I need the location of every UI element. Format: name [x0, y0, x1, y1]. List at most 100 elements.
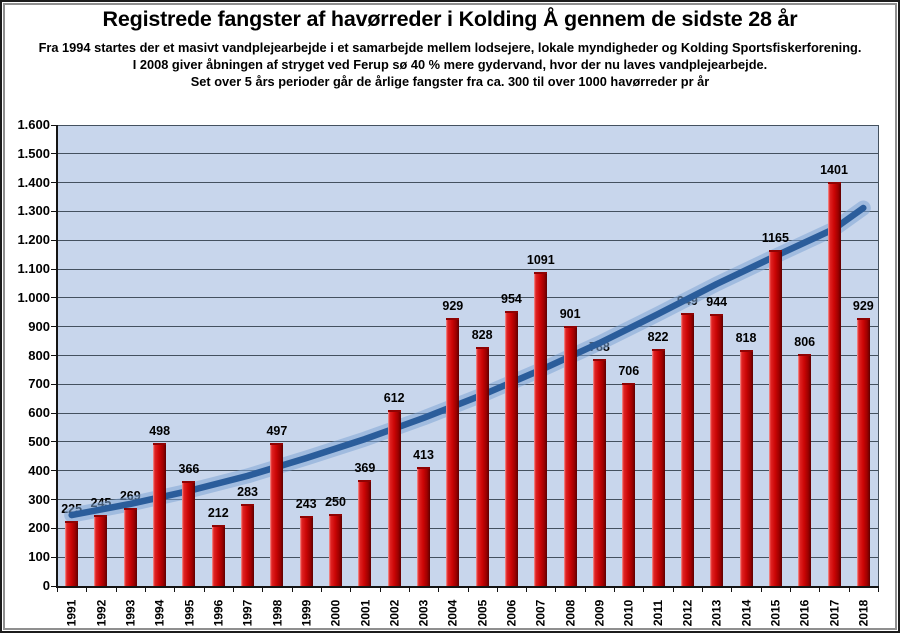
bar-value-label-2008: 901: [559, 307, 581, 322]
x-axis-label-text: 2006: [504, 599, 519, 627]
bar-value-label-2010: 706: [618, 363, 640, 378]
bar-value-label-2002: 612: [383, 390, 405, 405]
y-axis-label: 700: [28, 376, 50, 392]
x-axis-tick: [672, 587, 674, 592]
y-axis-tick: [51, 556, 57, 558]
bar-2004: [446, 318, 460, 586]
y-axis-tick: [51, 527, 57, 529]
bar-2017: [827, 182, 841, 586]
y-axis-label: 300: [28, 491, 50, 507]
y-axis-tick: [51, 326, 57, 328]
chart-title: Registrede fangster af havørreder i Kold…: [102, 7, 798, 31]
x-axis-tick: [86, 587, 88, 592]
bar-value-label-1996: 212: [207, 505, 229, 520]
bar-value-label-1997: 283: [237, 485, 258, 500]
x-axis-tick: [878, 587, 879, 592]
x-axis-tick: [408, 587, 410, 592]
bar-2018: [856, 318, 870, 586]
gridline-1.600: [57, 124, 878, 126]
y-axis-tick: [51, 124, 57, 126]
y-axis-tick: [51, 470, 57, 472]
x-axis-label-text: 1995: [181, 599, 196, 627]
bar-2015: [768, 250, 782, 586]
y-axis-line: [56, 125, 58, 588]
bar-2010: [622, 382, 636, 586]
y-axis-label: 1.400: [17, 174, 50, 190]
y-axis-tick: [51, 153, 57, 155]
x-axis-label-text: 2002: [387, 599, 402, 627]
bar-value-label-2006: 954: [501, 292, 522, 307]
bar-2014: [739, 350, 753, 586]
bar-2016: [798, 353, 812, 586]
x-axis-tick: [848, 587, 850, 592]
x-axis-line: [56, 586, 879, 588]
y-axis-label: 800: [28, 347, 50, 363]
x-axis-label-text: 1997: [240, 599, 255, 627]
gridline-1.300: [57, 210, 878, 212]
x-axis-tick: [760, 587, 762, 592]
x-axis-tick: [232, 587, 234, 592]
x-axis-tick: [144, 587, 146, 592]
bar-2006: [504, 311, 518, 586]
bar-value-label-2004: 929: [442, 299, 464, 314]
bar-value-label-1993: 269: [119, 489, 141, 504]
y-axis-tick: [51, 412, 57, 414]
bar-value-label-2009: 788: [589, 339, 610, 354]
gridline-900: [57, 326, 878, 328]
x-axis-tick: [467, 587, 469, 592]
plot-right-edge: [878, 125, 879, 586]
x-axis-label-text: 2007: [533, 599, 548, 627]
bar-2001: [358, 479, 372, 586]
bar-1998: [270, 442, 284, 586]
x-axis-tick: [174, 587, 176, 592]
gridline-200: [57, 527, 878, 529]
x-axis-label-text: 2001: [357, 599, 372, 627]
x-axis-tick: [555, 587, 557, 592]
x-axis-label-2018: 2018: [843, 592, 883, 631]
bar-value-label-1994: 498: [149, 423, 171, 438]
x-axis-tick: [203, 587, 205, 592]
bar-value-label-2001: 369: [354, 460, 376, 475]
x-axis-label-text: 2003: [416, 599, 431, 627]
x-axis-label-text: 2015: [768, 599, 783, 627]
bar-1993: [123, 508, 137, 586]
x-axis-tick: [291, 587, 293, 592]
x-axis-tick: [526, 587, 528, 592]
x-axis-label-text: 1998: [269, 599, 284, 627]
gridline-700: [57, 383, 878, 385]
x-axis-tick: [57, 587, 58, 592]
bar-2012: [680, 312, 694, 586]
gridline-100: [57, 556, 878, 558]
x-axis-tick: [496, 587, 498, 592]
bar-value-label-2007: 1091: [526, 252, 555, 267]
x-axis-label-text: 2016: [797, 599, 812, 627]
y-axis-label: 1.000: [17, 289, 50, 305]
x-axis-tick: [614, 587, 616, 592]
gridline-800: [57, 355, 878, 356]
y-axis-label: 900: [28, 318, 50, 334]
bar-value-label-2011: 822: [647, 330, 669, 345]
x-axis-label-text: 2017: [827, 599, 842, 627]
x-axis-tick: [584, 587, 586, 592]
bar-1997: [241, 504, 255, 586]
x-axis-label-text: 2011: [651, 599, 666, 627]
bar-1991: [65, 521, 79, 586]
gridline-1.400: [57, 182, 878, 184]
gridline-1.500: [57, 153, 878, 155]
x-axis-tick: [320, 587, 322, 592]
x-axis-label-text: 2014: [739, 599, 754, 627]
bar-1992: [94, 515, 108, 586]
bar-value-label-1995: 366: [178, 461, 200, 476]
bar-2011: [651, 349, 665, 586]
bar-2003: [417, 467, 431, 586]
chart-subtitle-line-3: Set over 5 års perioder går de årlige fa…: [190, 74, 710, 89]
y-axis-label: 600: [28, 405, 50, 421]
bar-value-label-2016: 806: [794, 334, 816, 349]
y-axis-tick: [51, 441, 57, 443]
bar-value-label-1998: 497: [266, 423, 288, 438]
x-axis-tick: [438, 587, 440, 592]
bar-value-label-2005: 828: [471, 328, 493, 343]
y-axis-tick: [51, 499, 57, 501]
bar-2008: [563, 326, 577, 586]
